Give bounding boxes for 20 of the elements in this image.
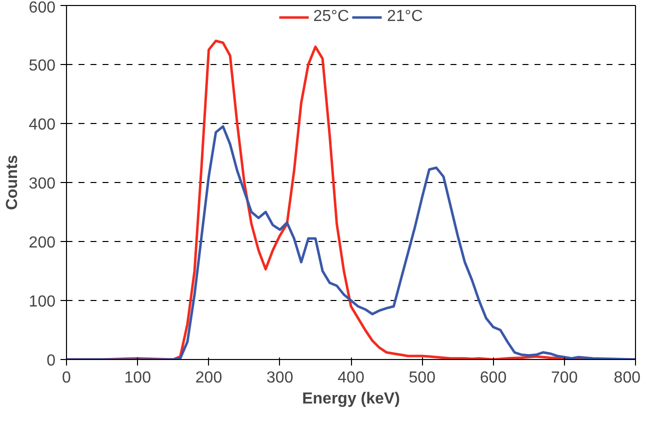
x-tick-label: 300	[266, 370, 294, 386]
y-tick-label: 600	[28, 0, 56, 16]
y-tick-label: 300	[28, 176, 56, 192]
legend-label: 25°C	[313, 8, 349, 26]
y-tick-label: 200	[28, 234, 56, 252]
x-tick-label: 100	[124, 370, 152, 386]
x-tick-label: 500	[408, 370, 436, 386]
x-tick-label: 600	[480, 370, 507, 386]
x-tick-label: 700	[551, 370, 578, 386]
x-tick-label: 200	[195, 370, 222, 386]
x-axis-title: Energy (keV)	[302, 390, 400, 408]
x-tick-label: 0	[62, 370, 72, 386]
x-tick-label: 800	[614, 370, 641, 386]
legend-label: 21°C	[387, 8, 423, 26]
y-axis-title: Counts	[4, 154, 21, 210]
y-tick-label: 0	[46, 352, 56, 370]
y-tick-label: 100	[28, 294, 56, 310]
x-tick-label: 400	[338, 370, 364, 386]
y-tick-label: 400	[28, 116, 56, 134]
y-tick-label: 500	[28, 58, 56, 74]
